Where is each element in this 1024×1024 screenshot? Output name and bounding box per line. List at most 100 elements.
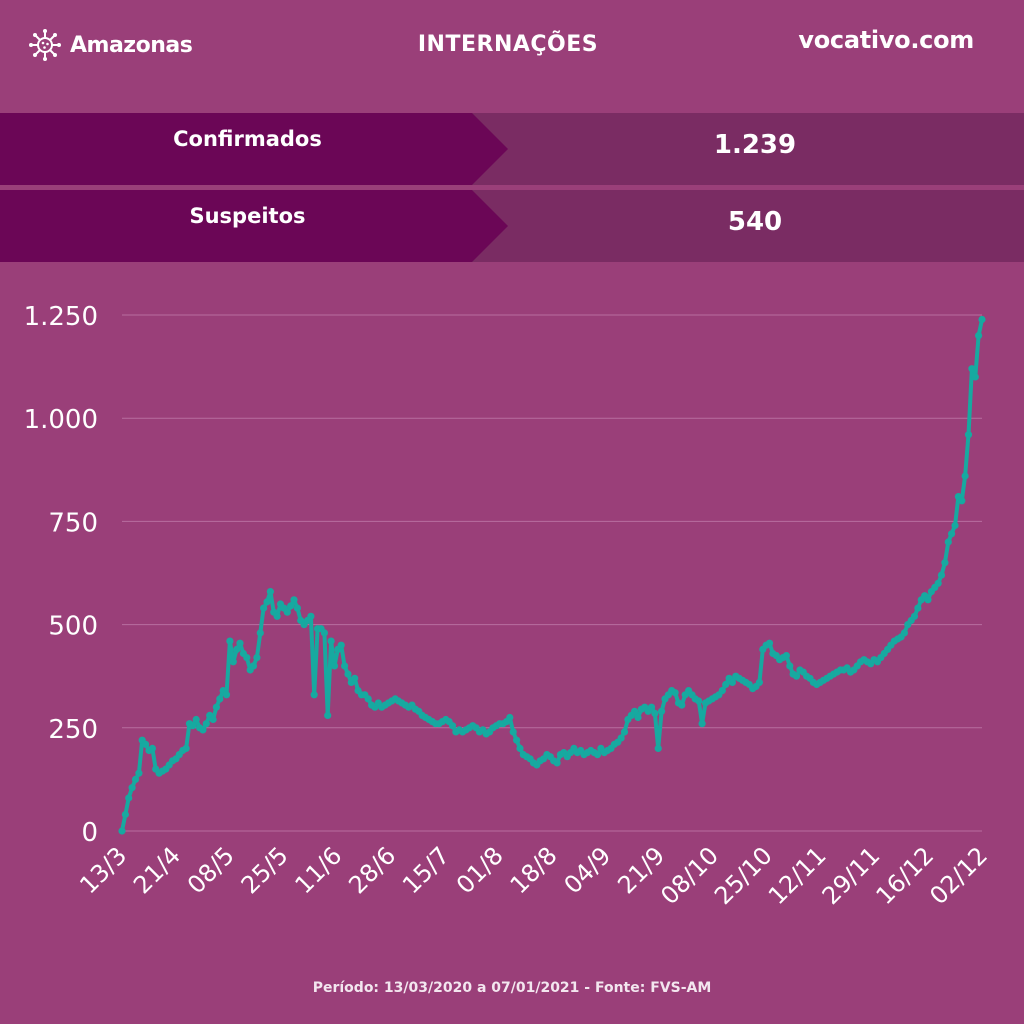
data-point: [448, 722, 457, 730]
data-point: [142, 740, 150, 748]
data-point: [209, 715, 217, 724]
data-point: [698, 720, 706, 728]
data-point: [658, 707, 666, 715]
stat-label-box: Confirmados: [0, 113, 510, 185]
data-point: [516, 744, 524, 752]
data-point: [202, 720, 210, 728]
header: Amazonas INTERNAÇÕES vocativo.com: [0, 0, 1024, 90]
data-point: [192, 715, 200, 724]
data-point: [182, 744, 190, 752]
page-title: INTERNAÇÕES: [417, 32, 599, 57]
x-tick-label: 04/9: [559, 841, 617, 899]
stat-value: 540: [727, 207, 783, 237]
x-tick-label: 08/5: [182, 841, 240, 899]
data-point: [509, 728, 517, 736]
data-point: [327, 637, 335, 645]
data-point: [243, 654, 251, 662]
data-point: [249, 662, 258, 670]
data-point: [287, 602, 295, 610]
data-point: [341, 662, 349, 670]
data-point: [236, 639, 244, 647]
data-point: [620, 728, 629, 736]
data-point: [634, 713, 642, 722]
x-tick-label: 01/8: [451, 841, 509, 899]
data-point: [631, 707, 639, 715]
y-tick-label: 1.250: [24, 302, 98, 332]
data-point: [121, 810, 129, 819]
y-tick-label: 250: [48, 715, 98, 745]
label-arrow-shape: [0, 190, 508, 262]
data-point: [654, 744, 662, 752]
brand: Amazonas: [28, 28, 193, 62]
data-point: [782, 652, 791, 660]
data-point: [506, 713, 514, 722]
data-point: [513, 736, 521, 744]
x-tick-label: 02/12: [924, 841, 993, 910]
x-tick-label: 29/11: [817, 841, 886, 910]
data-point: [971, 373, 979, 381]
data-point: [786, 662, 794, 670]
data-point: [135, 769, 143, 777]
data-point: [307, 612, 315, 620]
data-point: [131, 775, 140, 783]
data-point: [263, 598, 271, 606]
data-point: [593, 751, 602, 759]
data-point: [260, 604, 268, 612]
data-point: [728, 678, 737, 686]
data-point: [647, 703, 656, 711]
data-point: [320, 629, 328, 637]
data-point: [964, 431, 973, 439]
x-tick-label: 12/11: [763, 841, 832, 910]
data-point: [293, 604, 301, 612]
data-point: [253, 654, 261, 662]
site-name: vocativo.com: [798, 26, 974, 54]
line-chart: 0 250 500 750 1.000 1.250 13/321/408/525/511/6…: [24, 302, 993, 910]
data-point: [553, 759, 561, 767]
y-tick-label: 1.000: [24, 405, 98, 435]
data-point: [226, 637, 234, 645]
data-point: [934, 579, 942, 587]
data-point: [914, 604, 922, 612]
data-point: [941, 559, 949, 567]
data-point: [273, 612, 281, 620]
data-point: [948, 530, 956, 538]
y-tick-label: 750: [48, 508, 98, 538]
data-point: [958, 497, 966, 505]
data-point: [351, 674, 359, 682]
x-tick-label: 21/4: [128, 841, 186, 899]
data-point: [961, 472, 969, 480]
data-point: [951, 521, 959, 530]
x-tick-label: 25/5: [236, 841, 294, 899]
stat-label: Confirmados: [173, 127, 322, 151]
data-point: [718, 687, 726, 695]
data-point: [344, 670, 352, 678]
data-point: [125, 794, 133, 802]
data-point: [290, 596, 298, 604]
x-tick-label: 18/8: [505, 841, 563, 899]
data-point: [229, 658, 237, 666]
data-point: [978, 315, 986, 324]
data-point: [310, 691, 318, 699]
data-point: [330, 662, 339, 670]
data-point: [975, 332, 983, 340]
data-point: [364, 695, 372, 703]
x-tick-label: 15/7: [397, 841, 455, 899]
data-point: [937, 571, 946, 579]
data-point: [324, 711, 332, 719]
data-point: [617, 734, 625, 742]
x-tick-label: 08/10: [655, 841, 724, 910]
x-tick-label: 11/6: [290, 841, 348, 899]
data-point: [678, 701, 686, 709]
data-point: [283, 608, 291, 616]
data-point: [233, 645, 241, 653]
data-point: [792, 672, 801, 680]
data-point: [212, 703, 220, 711]
x-tick-label: 13/3: [74, 841, 132, 899]
data-point: [968, 365, 976, 373]
virus-icon: [29, 29, 61, 61]
data-point: [128, 784, 136, 792]
y-tick-label: 500: [48, 612, 98, 642]
data-point: [216, 695, 224, 703]
stat-row-confirmados: Confirmados 1.239: [0, 113, 1024, 185]
data-point: [118, 827, 126, 835]
